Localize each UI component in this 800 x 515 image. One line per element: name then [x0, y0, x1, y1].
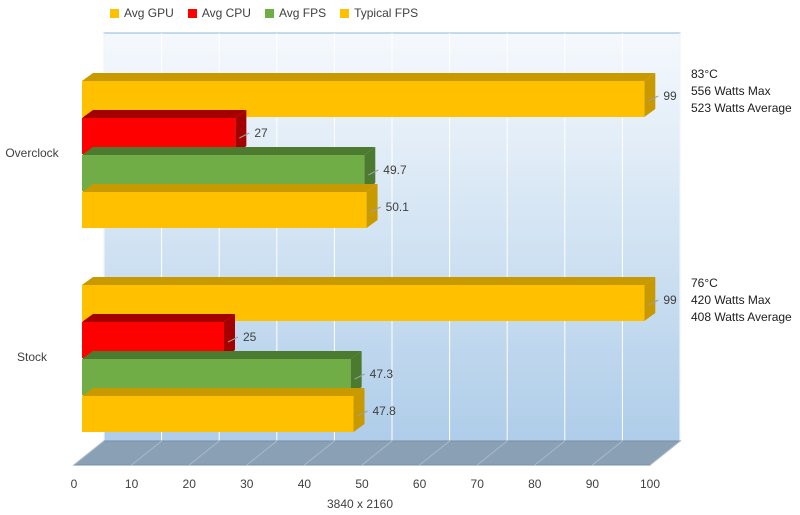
floor-gridline [304, 440, 335, 466]
legend: Avg GPU Avg CPU Avg FPS Typical FPS [110, 6, 432, 20]
data-label-leader [239, 132, 250, 139]
floor-gridline [476, 440, 508, 466]
category-label: Stock [17, 350, 48, 364]
bar-top-face [82, 351, 362, 359]
data-label-avg-fps-overclock: 49.7 [383, 163, 407, 177]
bar-side-face [224, 314, 235, 358]
bar-side-face [235, 110, 247, 154]
data-label-leader [370, 206, 381, 213]
legend-item-avg-cpu: Avg CPU [187, 6, 251, 20]
floor-gridline [534, 440, 566, 466]
x-tick-label: 100 [640, 477, 660, 491]
category-label: Overclock [5, 146, 59, 160]
annotation-overclock: 83°C 556 Watts Max 523 Watts Average [691, 66, 792, 117]
x-tick-label: 50 [355, 477, 369, 491]
legend-item-avg-fps: Avg FPS [264, 6, 327, 20]
floor-gridline [73, 440, 105, 466]
x-tick-label: 80 [528, 477, 542, 491]
annotation-line: 556 Watts Max [691, 84, 771, 98]
legend-label: Avg CPU [201, 6, 251, 20]
annotation-line: 76°C [691, 276, 718, 290]
bar-side-face [644, 277, 656, 321]
floor-gridline [188, 440, 220, 466]
bar-typical-fps-stock [82, 388, 365, 432]
annotation-stock: 76°C 420 Watts Max 408 Watts Average [691, 275, 792, 326]
floor-gridline [419, 440, 450, 466]
data-label-leader [368, 169, 379, 176]
bar-front-face [82, 192, 367, 228]
data-label-avg-cpu-stock: 25 [243, 330, 257, 344]
data-label-leader [354, 373, 365, 380]
legend-item-avg-gpu: Avg GPU [110, 6, 174, 20]
x-tick-label: 90 [586, 477, 600, 491]
x-tick-label: 0 [71, 477, 78, 491]
x-tick-label: 10 [125, 477, 139, 491]
bar-top-face [82, 314, 235, 322]
data-label-typical-fps-overclock: 50.1 [386, 200, 410, 214]
data-label-avg-cpu-overclock: 27 [254, 126, 268, 140]
bar-top-face [82, 147, 376, 155]
legend-swatch [187, 8, 197, 18]
bar-top-face [82, 110, 247, 118]
annotation-line: 523 Watts Average [691, 101, 792, 115]
x-tick-label: 20 [183, 477, 197, 491]
bar-top-face [82, 184, 378, 192]
data-label-leader [357, 410, 368, 417]
data-label-leader [648, 299, 659, 306]
x-tick-label: 30 [240, 477, 254, 491]
data-label-typical-fps-stock: 47.8 [373, 404, 397, 418]
annotation-line: 83°C [691, 67, 718, 81]
bar-front-face [82, 396, 354, 432]
bar-side-face [353, 388, 365, 432]
legend-swatch [340, 8, 350, 18]
bar-top-face [82, 277, 656, 285]
bar-top-face [82, 388, 365, 396]
data-label-avg-gpu-stock: 99 [663, 293, 677, 307]
bar-side-face [366, 184, 378, 228]
legend-item-typical-fps: Typical FPS [340, 6, 418, 20]
floor-gridline [246, 440, 278, 466]
legend-swatch [110, 8, 119, 18]
data-label-avg-gpu-overclock: 99 [663, 89, 677, 103]
floor-gridline [361, 440, 393, 466]
floor-gridline [592, 440, 623, 466]
legend-label: Avg FPS [278, 6, 327, 20]
annotation-line: 420 Watts Max [691, 293, 771, 307]
legend-swatch [264, 8, 274, 18]
floor-gridline [649, 440, 681, 466]
annotation-line: 408 Watts Average [691, 310, 792, 324]
x-tick-label: 40 [298, 477, 312, 491]
bar-side-face [644, 73, 656, 117]
x-axis-title: 3840 x 2160 [327, 497, 393, 511]
data-label-avg-fps-stock: 47.3 [370, 367, 394, 381]
x-tick-label: 60 [413, 477, 427, 491]
bar-typical-fps-overclock [82, 184, 378, 228]
legend-label: Typical FPS [354, 6, 419, 20]
data-label-leader [227, 336, 239, 343]
floor-gridline [131, 440, 162, 466]
bar-side-face [364, 147, 376, 191]
legend-label: Avg GPU [124, 6, 174, 20]
x-tick-label: 70 [471, 477, 485, 491]
bar-top-face [82, 73, 656, 81]
data-label-leader [648, 95, 659, 102]
bar-side-face [350, 351, 362, 395]
